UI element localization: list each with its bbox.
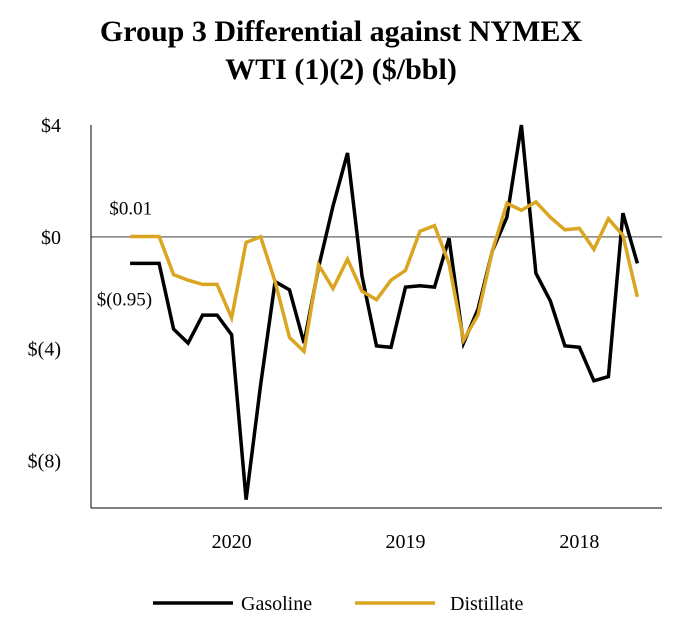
legend-label-distillate: Distillate [450,593,523,615]
x-tick-label: 2018 [559,531,599,553]
x-tick-label: 2020 [212,531,252,553]
chart-title-line-2: WTI (1)(2) ($/bbl) [225,53,457,86]
data-label-gasoline: $(0.95) [97,289,152,310]
legend-label-gasoline: Gasoline [241,593,312,615]
chart-title-line-1: Group 3 Differential against NYMEX [99,15,583,48]
y-tick-label: $0 [41,227,61,249]
legend: Gasoline Distillate [153,593,523,615]
annotation-layer: $0.01 $(0.95) [97,199,152,311]
y-tick-labels: $4 $0 $(4) $(8) [28,115,61,472]
series-line-gasoline [130,124,640,500]
y-tick-label: $(4) [28,339,61,361]
x-tick-labels: 2020 2019 2018 [212,531,600,553]
series-layer [130,124,640,500]
series-line-distillate [130,199,640,355]
x-tick-label: 2019 [385,531,425,553]
y-tick-label: $4 [41,115,61,137]
y-tick-label: $(8) [28,450,61,472]
data-label-distillate: $0.01 [109,199,152,220]
